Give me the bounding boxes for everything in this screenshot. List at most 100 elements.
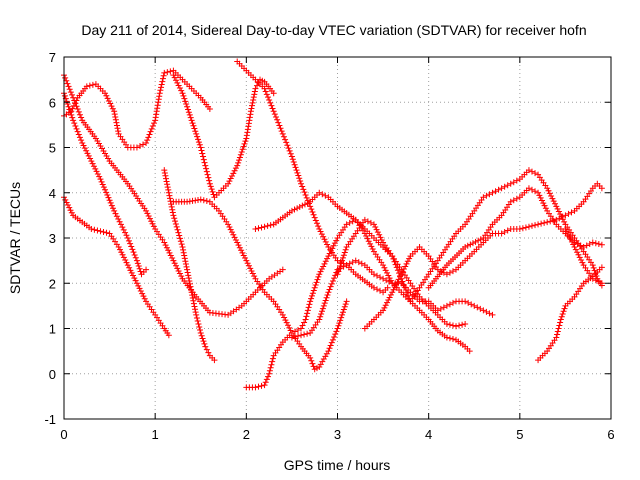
data-point — [554, 331, 561, 338]
data-point — [73, 125, 80, 132]
data-point — [133, 144, 140, 151]
data-point — [507, 198, 514, 205]
data-point — [299, 183, 306, 190]
data-point — [182, 258, 189, 265]
data-point — [294, 333, 301, 340]
data-point — [99, 181, 106, 188]
data-point — [480, 194, 487, 201]
data-point — [74, 106, 81, 113]
data-point — [399, 278, 406, 285]
data-point — [364, 235, 371, 242]
data-point — [105, 194, 112, 201]
data-point — [120, 254, 127, 261]
data-point — [326, 345, 333, 352]
data-point — [100, 228, 107, 235]
data-point — [525, 185, 532, 192]
data-point — [176, 232, 183, 239]
data-point — [94, 227, 101, 234]
data-point — [477, 305, 484, 312]
data-point — [184, 269, 191, 276]
data-point — [241, 140, 248, 147]
data-point — [501, 183, 508, 190]
data-point — [170, 212, 177, 219]
data-point — [434, 307, 441, 314]
data-point — [135, 282, 142, 289]
data-point — [309, 290, 316, 297]
data-point — [161, 167, 168, 174]
data-point — [295, 172, 302, 179]
data-point — [320, 356, 327, 363]
data-point — [489, 311, 496, 318]
data-point — [94, 171, 101, 178]
data-point — [196, 323, 203, 330]
x-tick-label: 5 — [516, 427, 523, 442]
y-tick-label: 5 — [49, 141, 56, 156]
data-point — [251, 88, 258, 95]
data-point — [462, 244, 469, 251]
data-point — [247, 108, 254, 115]
data-point — [67, 207, 74, 214]
data-point — [268, 361, 275, 368]
data-point — [143, 139, 150, 146]
data-point — [403, 260, 410, 267]
data-point — [307, 354, 314, 361]
data-point — [75, 131, 82, 138]
data-point — [196, 141, 203, 148]
data-point — [394, 267, 401, 274]
data-point — [181, 252, 188, 259]
data-point — [120, 226, 127, 233]
data-point — [326, 250, 333, 257]
data-point — [179, 244, 186, 251]
data-point — [144, 137, 151, 144]
data-point — [154, 105, 161, 112]
data-point — [93, 168, 100, 175]
data-point — [565, 231, 572, 238]
data-point — [322, 238, 329, 245]
data-point — [87, 155, 94, 162]
data-point — [187, 114, 194, 121]
data-point — [189, 294, 196, 301]
data-point — [239, 146, 246, 153]
data-point — [550, 198, 557, 205]
data-point — [385, 297, 392, 304]
data-point — [546, 190, 553, 197]
data-point — [559, 213, 566, 220]
data-point — [186, 277, 193, 284]
data-point — [571, 244, 578, 251]
data-point — [321, 260, 328, 267]
y-axis-label: SDTVAR / TECUs — [7, 182, 23, 294]
data-point — [301, 319, 308, 326]
data-point — [301, 189, 308, 196]
data-point — [297, 177, 304, 184]
data-point — [161, 69, 168, 76]
data-point — [282, 317, 289, 324]
data-point — [377, 287, 384, 294]
data-point — [495, 186, 502, 193]
data-point — [376, 231, 383, 238]
data-point — [167, 198, 174, 205]
data-point — [149, 220, 156, 227]
data-point — [88, 225, 95, 232]
data-point — [598, 264, 605, 271]
data-point — [337, 263, 344, 270]
data-point — [205, 174, 212, 181]
data-point — [165, 332, 172, 339]
data-point — [294, 205, 301, 212]
data-point — [308, 357, 315, 364]
data-point — [392, 261, 399, 268]
data-point — [84, 150, 91, 157]
data-point — [167, 252, 174, 259]
data-point — [280, 133, 287, 140]
data-point — [303, 313, 310, 320]
data-point — [104, 192, 111, 199]
data-point — [180, 249, 187, 256]
data-point — [183, 263, 190, 270]
data-point — [464, 242, 471, 249]
data-point — [176, 270, 183, 277]
data-point — [308, 292, 315, 299]
data-point — [393, 264, 400, 271]
data-point — [134, 260, 141, 267]
data-point — [139, 290, 146, 297]
data-point — [522, 224, 529, 231]
data-point — [136, 285, 143, 292]
